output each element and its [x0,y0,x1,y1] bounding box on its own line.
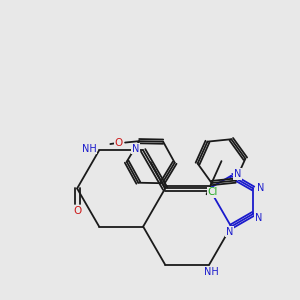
Text: O: O [73,206,81,216]
Text: N: N [255,213,262,223]
Text: N: N [234,169,241,179]
Text: NH: NH [82,144,97,154]
Text: NH: NH [204,268,218,278]
Text: Cl: Cl [208,188,218,197]
Text: N: N [226,227,233,237]
Text: O: O [115,138,123,148]
Text: N: N [132,144,139,154]
Text: N: N [257,184,265,194]
